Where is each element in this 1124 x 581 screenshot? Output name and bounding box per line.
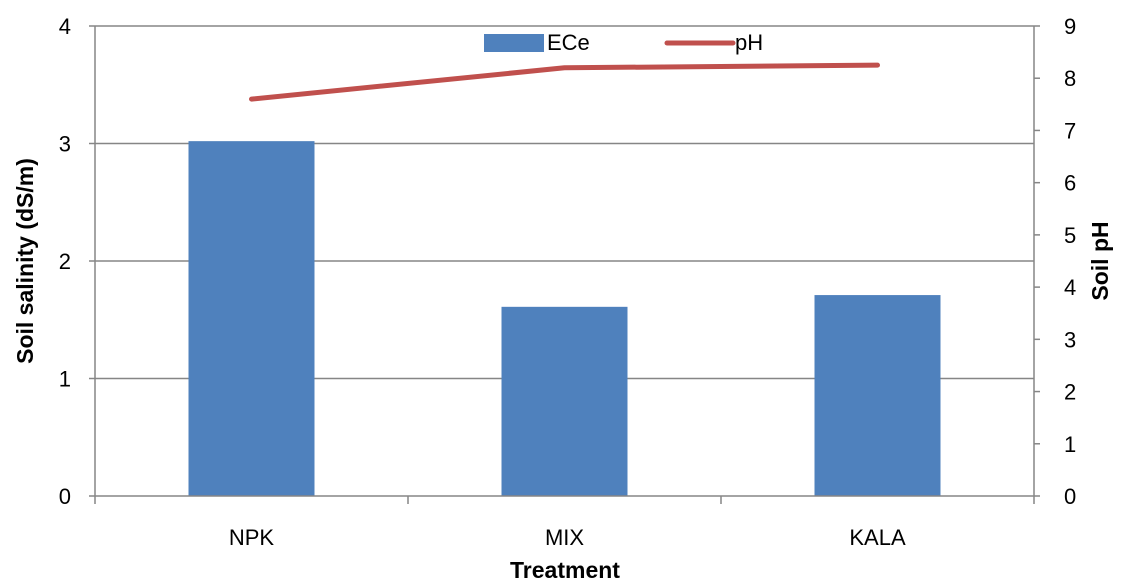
category-label-npk: NPK xyxy=(229,525,275,550)
x-axis-title: Treatment xyxy=(510,557,620,581)
legend-ph-label: pH xyxy=(735,30,763,55)
left-tick-label: 0 xyxy=(59,484,71,509)
right-tick-label: 9 xyxy=(1064,14,1076,39)
right-tick-label: 0 xyxy=(1064,484,1076,509)
ph-line-series xyxy=(249,62,880,102)
right-tick-label: 5 xyxy=(1064,223,1076,248)
right-tick-label: 4 xyxy=(1064,275,1076,300)
left-axis-tick-labels: 0 1 2 3 4 xyxy=(59,14,71,509)
axes xyxy=(89,25,1040,504)
legend-ece-swatch xyxy=(484,34,544,52)
right-tick-label: 2 xyxy=(1064,380,1076,405)
category-tick-labels: NPK MIX KALA xyxy=(229,525,906,550)
bar-npk xyxy=(188,141,315,496)
right-tick-label: 7 xyxy=(1064,118,1076,143)
left-tick-label: 1 xyxy=(59,367,71,392)
right-axis-title: Soil pH xyxy=(1087,221,1113,300)
ece-bars xyxy=(188,141,941,496)
category-label-mix: MIX xyxy=(545,525,584,550)
right-tick-label: 8 xyxy=(1064,66,1076,91)
right-tick-label: 1 xyxy=(1064,432,1076,457)
left-tick-label: 4 xyxy=(59,14,71,39)
left-tick-label: 3 xyxy=(59,132,71,157)
legend-ece-label: ECe xyxy=(547,30,590,55)
legend: ECe pH xyxy=(484,30,763,55)
bar-kala xyxy=(814,295,941,496)
left-axis-title: Soil salinity (dS/m) xyxy=(12,158,38,364)
ph-line xyxy=(249,62,880,102)
left-tick-label: 2 xyxy=(59,249,71,274)
bar-mix xyxy=(501,306,628,496)
right-tick-label: 6 xyxy=(1064,171,1076,196)
category-label-kala: KALA xyxy=(849,525,906,550)
right-axis-tick-labels: 0 1 2 3 4 5 6 7 8 9 xyxy=(1064,14,1076,509)
right-tick-label: 3 xyxy=(1064,327,1076,352)
